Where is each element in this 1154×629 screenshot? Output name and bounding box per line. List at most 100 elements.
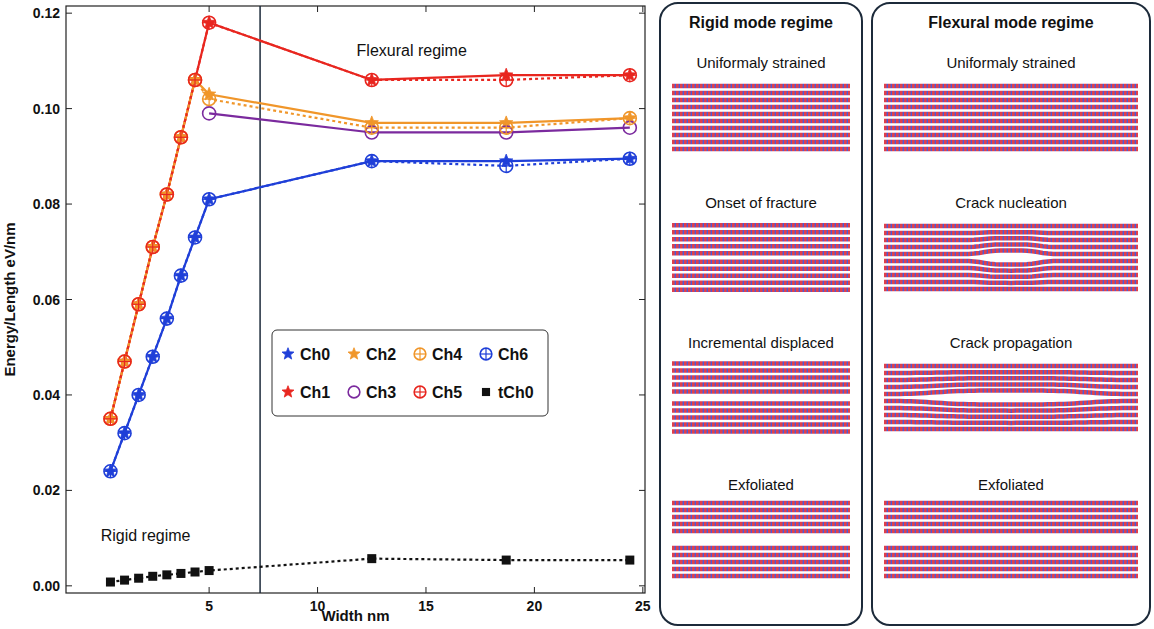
marker-cross: [180, 269, 181, 282]
data-point: [160, 188, 173, 201]
marker-cross: [371, 121, 372, 134]
data-point: [146, 240, 159, 253]
atomic-layer: [672, 267, 850, 272]
atomic-layer: [672, 368, 850, 373]
data-point: [205, 566, 214, 575]
data-point: [104, 465, 117, 478]
atomic-layer: [884, 112, 1138, 117]
y-tick: [66, 394, 72, 395]
marker-star: [365, 73, 378, 86]
data-point: [188, 230, 201, 243]
marker-star: [174, 130, 187, 143]
atomic-layer: [884, 378, 1138, 380]
data-point: [365, 73, 378, 86]
marker-star: [104, 412, 117, 425]
marker-cross: [419, 386, 420, 398]
marker-star: [623, 68, 636, 81]
atomic-layer: [884, 244, 1138, 247]
marker-cross: [194, 73, 195, 86]
legend-box: [272, 330, 548, 416]
marker-star: [202, 16, 215, 29]
y-tick: [639, 299, 645, 300]
marker-star: [623, 111, 636, 124]
legend-marker: [282, 348, 294, 359]
marker-circle: [174, 269, 187, 282]
atomic-layer: [884, 133, 1138, 138]
marker-cross: [194, 73, 195, 86]
marker-circle: [203, 93, 216, 106]
atomic-layer: [884, 501, 1138, 506]
marker-circle: [160, 188, 173, 201]
marker-circle: [118, 355, 131, 368]
data-point: [148, 572, 157, 581]
atomic-layer: [672, 375, 850, 380]
y-tick: [639, 394, 645, 395]
y-tick: [66, 585, 72, 586]
legend-label: Ch1: [300, 384, 330, 401]
marker-circle: [174, 131, 187, 144]
y-tick-label: 0.04: [33, 387, 60, 403]
y-tick-label: 0.00: [33, 578, 60, 594]
atomic-layer: [672, 244, 850, 249]
atomic-layer: [672, 105, 850, 110]
marker-square: [367, 554, 376, 563]
marker-square: [625, 556, 634, 565]
marker-circle: [365, 155, 378, 168]
atomic-layer: [884, 364, 1138, 369]
data-point: [365, 155, 378, 168]
atomic-layer: [672, 140, 850, 145]
marker-cross: [110, 412, 111, 425]
y-tick: [639, 108, 645, 109]
marker-circle: [118, 355, 131, 368]
atomic-layer: [884, 567, 1138, 572]
plot-frame: [66, 6, 645, 593]
marker-circle: [365, 121, 378, 134]
marker-circle: [500, 73, 513, 86]
legend-marker: [414, 386, 426, 398]
legend-marker: [282, 386, 294, 397]
data-point: [502, 556, 511, 565]
marker-cross: [209, 193, 210, 206]
x-tick: [209, 587, 210, 593]
marker-circle: [189, 73, 202, 86]
data-point: [203, 193, 216, 206]
marker-circle: [414, 348, 426, 360]
atomic-layer: [672, 98, 850, 103]
atomic-layer: [884, 522, 1138, 527]
atomic-layer: [884, 251, 1138, 255]
marker-star: [188, 230, 201, 243]
marker-square: [148, 572, 157, 581]
marker-cross: [629, 152, 630, 165]
marker-cross: [138, 298, 139, 311]
atomic-layer: [884, 508, 1138, 513]
atomic-layer: [672, 133, 850, 138]
series-line: [110, 80, 629, 419]
stage-label: Exfoliated: [728, 476, 794, 493]
atomic-layer: [672, 91, 850, 96]
layer-stack: [672, 225, 850, 290]
marker-cross: [209, 16, 210, 29]
panel-frame: [660, 3, 862, 625]
atomic-layer: [672, 112, 850, 117]
marker-square: [482, 388, 490, 396]
data-point: [623, 112, 636, 125]
data-point: [120, 576, 129, 585]
data-point: [118, 427, 131, 440]
atomic-layer: [884, 427, 1138, 432]
atomic-layer: [672, 408, 850, 413]
marker-cross: [166, 188, 167, 201]
marker-cross: [110, 412, 111, 425]
atomic-layer: [884, 91, 1138, 96]
marker-star: [160, 312, 173, 325]
marker-cross: [124, 427, 125, 440]
atomic-layer: [884, 98, 1138, 103]
layer-stack: [884, 86, 1138, 149]
data-point: [365, 121, 378, 134]
data-point: [132, 298, 145, 311]
atomic-layer: [672, 251, 850, 256]
marker-circle: [480, 348, 492, 360]
data-point: [365, 73, 378, 86]
atomic-layer: [884, 147, 1138, 152]
marker-cross: [180, 131, 181, 144]
data-point: [623, 69, 636, 82]
